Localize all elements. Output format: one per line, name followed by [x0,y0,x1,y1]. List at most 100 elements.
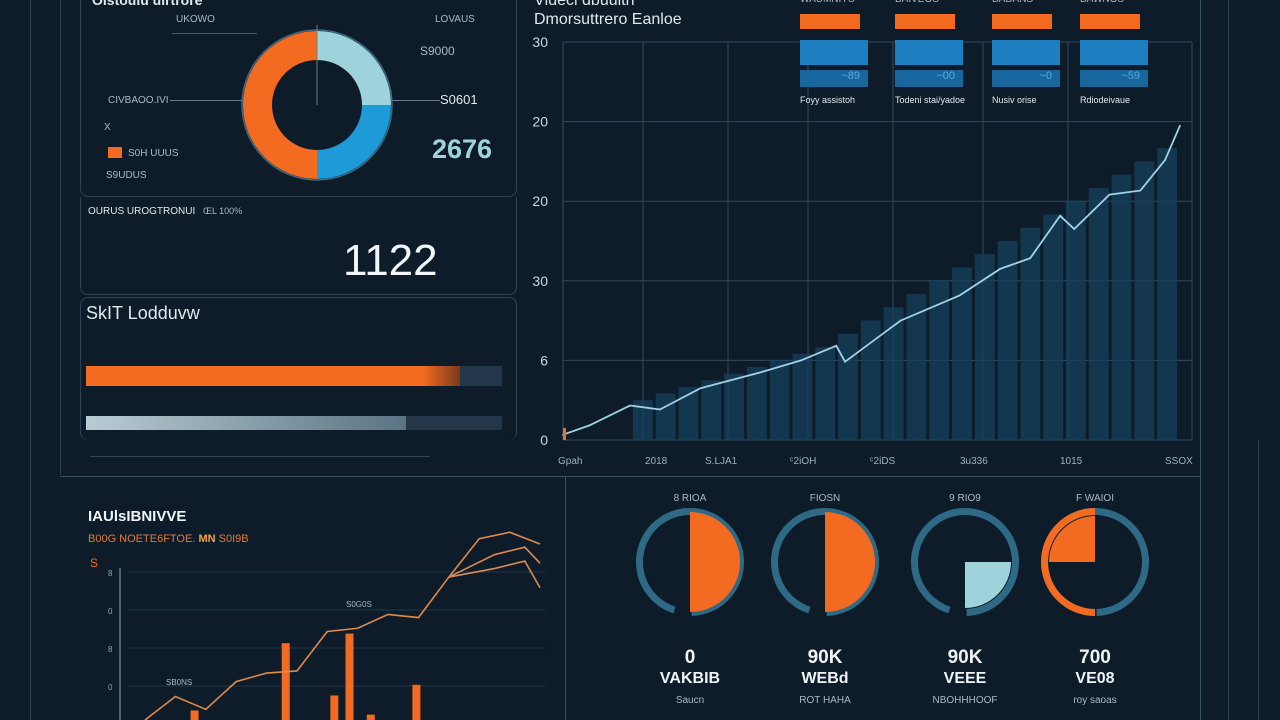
y-tick-label: 20 [532,193,548,209]
leader-line [172,33,257,34]
chart-bar [633,400,653,440]
bottom-chart-subtitle: B00G NOETE6FTOE. MN S0I9B [88,533,249,545]
donut-slice-light [317,31,391,105]
x-tick-label: 1015 [1060,456,1083,467]
data-point [629,404,631,407]
chart-bar [860,320,881,440]
donut-top-label: UKOWO [176,14,215,25]
series-line [448,546,541,578]
donut-left-label: CIVBAOO.IVI [108,95,169,106]
chart-bar [1020,227,1041,440]
chart-bar [281,643,290,720]
chart-bar [1088,187,1109,440]
chart-bar [701,380,722,440]
x-tick-label: Gpah [558,456,582,467]
chart-bar [366,714,375,720]
y-tick-label: 30 [532,34,548,50]
kpi-blue-block [895,40,963,65]
legend-x: X [104,122,111,133]
gauge-fill [690,512,740,612]
frame-line [1258,440,1259,720]
x-tick-label: 2018 [645,456,668,467]
chart-bar [906,294,927,440]
kpi-value: ~59 [1080,70,1148,87]
chart-bar [1066,201,1086,440]
chart-bar [345,633,354,720]
data-point [1179,124,1181,127]
frame-line [60,0,61,475]
kpi-caption: Nusiv orise [992,95,1037,105]
donut-slice-blue [317,105,391,179]
chart-bar [330,695,339,720]
chart-bar [1043,214,1064,440]
data-point [659,408,661,411]
y-tick-label: 8 [108,645,113,654]
divider [90,456,430,457]
bottom-line-chart: 808080S0G0SSB0NS [108,531,545,720]
progress-track-1 [86,366,502,386]
y-marker: S [90,556,99,570]
gauge-chart[interactable] [905,502,1025,622]
chart-bar [1134,161,1155,440]
gauge-caption: NBOHHHOOF [932,695,998,706]
data-point [1029,257,1031,260]
y-tick-label: 0 [108,683,113,692]
x-tick-label: 3u336 [960,456,988,467]
gauge-caption: roy saoas [1073,695,1117,706]
data-point [999,268,1001,270]
subtitle-a: B00G NOETE6FTOE. [88,533,196,545]
kpi-label: BAIVEOS [895,0,939,5]
kpi-value: ~0 [992,70,1060,87]
donut-right-value1: S9000 [420,44,455,58]
chart-bar [883,307,904,440]
gauge-value: 700 [1079,647,1111,668]
kpi-orange-bar [895,14,955,29]
progress-fill-1 [86,366,461,386]
gauge-label: 8 RIOA [673,493,707,504]
legend-item: S0H UUUS [128,148,179,159]
gauge-label: 9 RIO9 [949,493,981,504]
chart-bar [815,347,836,440]
kpi-caption: Foyy assistoh [800,95,856,105]
chart-bar [792,353,813,440]
frame-line [1228,0,1229,720]
chart-bar [997,241,1018,440]
legend-sub: S9UDUS [106,170,147,181]
data-point [759,371,762,374]
chart-bar [746,367,767,440]
data-point [835,345,838,347]
donut-slice-orange [242,31,317,179]
gauge-value: 90K [947,647,983,668]
chart-bar [1111,174,1132,440]
progress-title: SkIT Lodduvw [86,303,200,323]
kpi-orange-bar [1080,14,1140,29]
main-line-chart: 30 20 20 30 6 0 Gpah 2018 S.LJA1 ᶜ2iOH ᶜ2iDS 3u336 1… [532,34,1193,467]
kpi-label: WAUMNIYS [800,0,855,5]
gauge-caption: ROT HAHA [799,695,851,706]
gauge-value: 0 [684,647,696,668]
gauge-chart[interactable] [630,502,750,622]
chart-bar [974,254,995,440]
y-tick-label: 6 [540,352,548,368]
data-point [588,424,591,427]
kpi-blue-block [1080,40,1148,65]
gauge-fill [965,562,1011,608]
donut-right-top: LOVAUS [435,14,475,25]
data-point [844,360,846,363]
y-tick-label: 30 [532,273,548,289]
main-chart-title-top: Vldecl dbuuith [534,0,635,9]
counter-sub: ŒL 100% [203,206,243,216]
chart-bar [929,280,950,440]
gauge-chart[interactable] [765,502,885,622]
kpi-blue-block [992,40,1060,65]
section-divider [565,476,566,720]
kpi-orange-bar [800,14,860,29]
gauge-unit: VEEE [943,670,987,687]
leader-line [170,100,245,101]
data-point [958,294,961,297]
gauge-fill [825,512,875,612]
gauge-chart[interactable] [1035,502,1155,622]
main-chart-title: Dmorsuttrero Eanloe [534,11,682,28]
data-point [1059,214,1061,217]
leader-line [390,100,440,101]
